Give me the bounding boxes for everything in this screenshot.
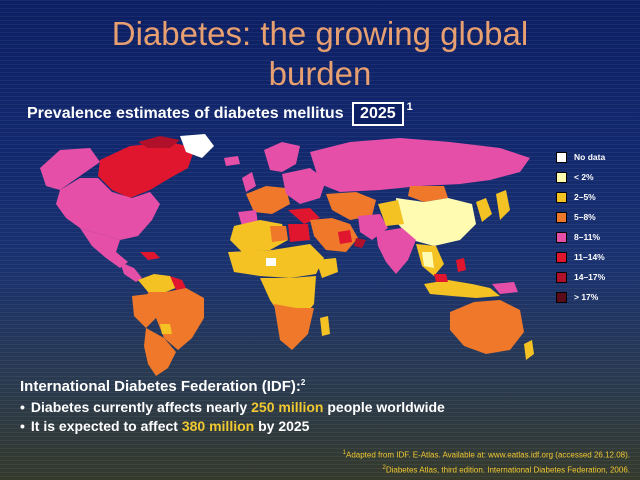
bullet-text-post: people worldwide [323, 399, 445, 415]
legend-swatch-11-14 [556, 251, 567, 263]
reference-text: Adapted from IDF. E-Atlas. Available at:… [346, 450, 630, 460]
idf-heading-footnote: 2 [300, 378, 306, 387]
legend-item: > 17% [556, 290, 640, 304]
legend-swatch-gt-17 [556, 291, 567, 303]
region-uk-ireland [242, 172, 256, 192]
legend-label: > 17% [574, 292, 599, 302]
idf-heading: International Diabetes Federation (IDF):… [20, 378, 445, 395]
legend-swatch-5-8 [556, 211, 567, 223]
legend-swatch-2-5 [556, 191, 567, 203]
region-eastern-europe [282, 168, 326, 204]
legend-label: 14–17% [574, 272, 606, 282]
map-legend: No data < 2% 2–5% 5–8% 8–11% 11–14% 14–1… [556, 150, 640, 310]
references: 1Adapted from IDF. E-Atlas. Available at… [343, 447, 630, 476]
region-guyanas [170, 276, 186, 290]
subtitle-text: Prevalence estimates of diabetes mellitu… [27, 105, 344, 122]
region-southern-cone [144, 328, 176, 376]
region-southern-africa [274, 304, 314, 350]
region-papua [492, 282, 518, 294]
region-indonesia [424, 280, 500, 298]
region-greenland [180, 134, 214, 158]
region-china [396, 198, 476, 246]
region-egypt [288, 224, 310, 242]
legend-label: 5–8% [574, 212, 596, 222]
slide-title: Diabetes: the growing global burden [0, 14, 640, 94]
world-prevalence-map [40, 134, 534, 376]
title-line-1: Diabetes: the growing global [111, 15, 529, 52]
legend-swatch-no-data [556, 151, 567, 163]
legend-label: < 2% [574, 172, 594, 182]
legend-swatch-14-17 [556, 271, 567, 283]
region-australia [450, 300, 524, 354]
idf-facts: International Diabetes Federation (IDF):… [20, 378, 445, 434]
region-russia [310, 138, 530, 192]
bullet-dot-icon: • [20, 418, 25, 434]
legend-item: 5–8% [556, 210, 640, 224]
region-iceland [224, 156, 240, 166]
reference-2: 2Diabetes Atlas, third edition. Internat… [343, 462, 631, 477]
region-central-america [120, 262, 142, 282]
region-libya [270, 226, 288, 242]
region-paraguay [160, 324, 172, 334]
region-caribbean [140, 252, 160, 260]
region-peru-bolivia [132, 294, 156, 328]
legend-item: No data [556, 150, 640, 164]
reference-number: 1 [342, 450, 346, 456]
region-madagascar [320, 316, 330, 336]
region-colombia-venezuela [138, 274, 180, 292]
region-mongolia [408, 186, 448, 202]
region-canada-islands [138, 136, 180, 148]
region-middle-east [310, 218, 358, 252]
region-brazil [146, 288, 204, 350]
region-western-europe [246, 186, 290, 214]
legend-item: 14–17% [556, 270, 640, 284]
region-horn-of-africa [316, 258, 338, 278]
fact-bullet-current: • Diabetes currently affects nearly 250 m… [20, 399, 445, 415]
legend-item: < 2% [556, 170, 640, 184]
region-philippines [456, 258, 466, 272]
reference-text: Diabetes Atlas, third edition. Internati… [385, 465, 630, 475]
title-line-2: burden [268, 55, 372, 92]
reference-1: 1Adapted from IDF. E-Atlas. Available at… [343, 447, 630, 462]
legend-label: No data [574, 152, 606, 162]
region-arabian-peninsula [338, 230, 352, 244]
legend-item: 2–5% [556, 190, 640, 204]
bullet-dot-icon: • [20, 399, 25, 415]
bullet-text-pre: It is expected to affect [30, 418, 182, 434]
idf-heading-text: International Diabetes Federation (IDF): [20, 378, 301, 395]
region-thailand [422, 252, 434, 268]
region-japan [496, 190, 510, 220]
bullet-highlight: 380 million [181, 418, 255, 434]
year-badge: 2025 [352, 102, 404, 126]
region-india [376, 228, 416, 274]
legend-label: 11–14% [574, 252, 605, 262]
bullet-text-pre: Diabetes currently affects nearly [30, 399, 252, 415]
region-china-west [378, 200, 404, 226]
fact-bullet-projection: • It is expected to affect 380 million by… [20, 418, 445, 434]
legend-swatch-lt-2 [556, 171, 567, 183]
map-subtitle: Prevalence estimates of diabetes mellitu… [27, 101, 413, 126]
region-usa [56, 178, 160, 240]
region-alaska-canada-west [40, 148, 100, 190]
legend-swatch-8-11 [556, 231, 567, 243]
legend-label: 8–11% [574, 232, 600, 242]
bullet-text-post: by 2025 [254, 418, 310, 434]
legend-item: 11–14% [556, 250, 640, 264]
region-mexico [80, 228, 128, 268]
region-central-asia [326, 192, 376, 220]
region-canada [98, 142, 195, 198]
region-scandinavia [264, 142, 300, 172]
reference-number: 2 [382, 464, 386, 471]
legend-item: 8–11% [556, 230, 640, 244]
bullet-highlight: 250 million [251, 399, 324, 415]
region-west-africa-no-data [266, 258, 276, 266]
region-korea-japan [476, 198, 492, 222]
region-new-zealand [524, 340, 534, 360]
legend-label: 2–5% [574, 192, 596, 202]
region-malaysia [434, 274, 448, 282]
region-gulf [354, 238, 366, 248]
subtitle-footnote: 1 [406, 101, 413, 113]
